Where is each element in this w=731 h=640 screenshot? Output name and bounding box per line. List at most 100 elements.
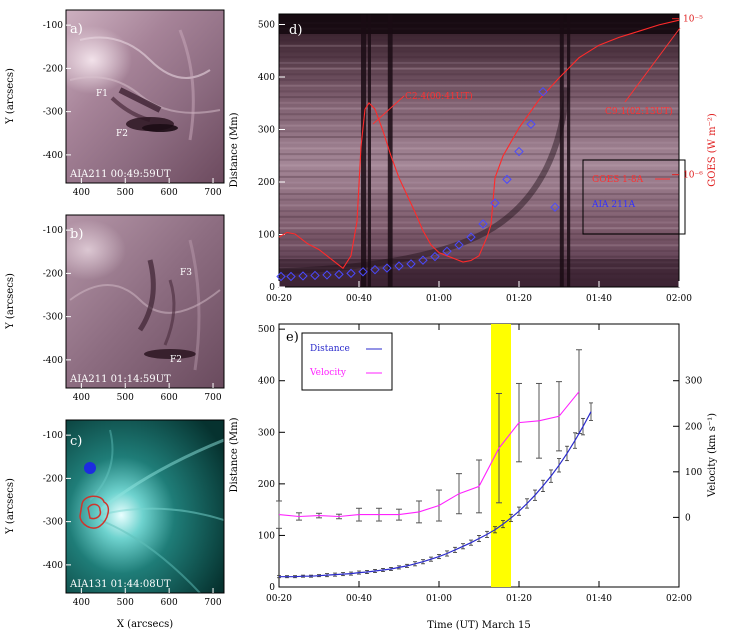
timeslice-streak bbox=[279, 215, 679, 218]
timeslice-streak bbox=[279, 198, 679, 201]
timeslice-streak bbox=[279, 255, 679, 258]
image-xtick-label: 400 bbox=[73, 393, 90, 403]
annotation-c91: C9.1(02:13UT) bbox=[605, 106, 673, 117]
panel-d-ytick-label: 300 bbox=[258, 126, 275, 136]
image-panel-axes: 400 500 600 700 -100 -200 -300 -400 400 500 600 700… bbox=[43, 21, 222, 608]
aia-diamond-marker bbox=[502, 174, 512, 185]
timeslice-streak bbox=[279, 33, 679, 36]
panel-e-xtick-label: 01:00 bbox=[426, 594, 452, 604]
panel-b-tag: b) bbox=[70, 227, 83, 242]
timeslice-streak bbox=[279, 175, 679, 178]
image-xtick-label: 700 bbox=[204, 598, 221, 608]
panel-d-xtick-label: 00:40 bbox=[346, 294, 372, 304]
timeslice-streak bbox=[279, 79, 679, 81]
aia-diamond-marker bbox=[286, 271, 296, 282]
panel-e-y2tick-label: 300 bbox=[685, 377, 702, 387]
panel-e-legend-box bbox=[301, 332, 393, 391]
timeslice-data-gap bbox=[567, 14, 571, 287]
timeslice-data-gap bbox=[367, 14, 371, 287]
panel-e-xlabel: Time (UT) March 15 bbox=[427, 620, 530, 631]
panel-d-ytick-label: 100 bbox=[258, 231, 275, 241]
image-ytick-label: -400 bbox=[43, 356, 63, 366]
aia-diamond-marker bbox=[358, 267, 368, 277]
panel-d-xtick-label: 01:40 bbox=[586, 294, 612, 304]
panel-c-image bbox=[66, 420, 224, 593]
panel-e-xtick-label: 00:20 bbox=[266, 594, 292, 604]
image-ytick-label: -200 bbox=[43, 269, 63, 279]
panel-d-y2tick-label: 10⁻⁵ bbox=[683, 15, 703, 25]
panel-d-ytick-label: 200 bbox=[258, 178, 275, 188]
panel-d-xtick-label: 01:20 bbox=[506, 294, 532, 304]
panel-b-feature-f2: F2 bbox=[170, 355, 182, 365]
panel-d-frame bbox=[278, 13, 680, 288]
timeslice-streak bbox=[279, 44, 679, 47]
image-xtick-label: 700 bbox=[204, 393, 221, 403]
timeslice-streak bbox=[279, 210, 679, 213]
aia-diamond-marker bbox=[490, 198, 500, 208]
panel-c-ylabel: Y (arcsecs) bbox=[5, 478, 16, 535]
aia-diamond-marker bbox=[430, 251, 440, 262]
image-xtick-label: 400 bbox=[73, 598, 90, 608]
panel-b-texture bbox=[66, 220, 221, 371]
panel-c-red-contour-inner bbox=[87, 503, 102, 520]
panel-d-y2tick-label: 10⁻⁶ bbox=[683, 171, 703, 181]
legend-velocity-label: Velocity bbox=[309, 368, 347, 378]
panel-b-ylabel: Y (arcsecs) bbox=[5, 273, 16, 330]
panel-e-marks: 00:20 00:40 01:00 01:20 01:40 02:00 0 100 200 300… bbox=[258, 324, 702, 604]
panel-d-texture bbox=[278, 14, 679, 287]
aia-diamond-marker bbox=[382, 263, 392, 273]
aia-diamond-marker bbox=[394, 261, 404, 271]
aia-diamond-marker bbox=[454, 240, 464, 250]
panel-e-ytick-label: 200 bbox=[258, 480, 275, 490]
timeslice-streak bbox=[279, 170, 679, 173]
panel-e-ytick-label: 400 bbox=[258, 377, 275, 387]
timeslice-top-dark bbox=[279, 14, 679, 34]
timeslice-streak bbox=[279, 73, 679, 76]
image-ytick-label: -300 bbox=[43, 518, 63, 528]
aia-diamond-marker bbox=[538, 86, 548, 97]
timeslice-streak bbox=[279, 56, 679, 59]
image-xtick-label: 600 bbox=[161, 188, 178, 198]
image-ytick-label: -100 bbox=[43, 431, 63, 441]
aia-diamond-marker bbox=[298, 271, 308, 281]
image-xtick-label: 500 bbox=[117, 188, 134, 198]
panel-b-caption: AIA211 01:14:59UT bbox=[69, 374, 171, 385]
image-xtick-label: 700 bbox=[204, 188, 221, 198]
panel-a: a) F1 F2 AIA211 00:49:59UT bbox=[65, 9, 225, 184]
panel-c: c) AIA131 01:44:08UT bbox=[65, 419, 225, 594]
panel-d-ytick-label: 400 bbox=[258, 73, 275, 83]
aia-diamond-marker bbox=[550, 202, 560, 212]
panel-d-y2label: GOES (W m⁻²) bbox=[707, 113, 718, 187]
timeslice-streak bbox=[279, 250, 679, 252]
panel-e-ytick-label: 0 bbox=[269, 583, 275, 593]
panel-a-feature-f1: F1 bbox=[96, 89, 108, 99]
panel-d-xtick-label: 02:00 bbox=[666, 294, 692, 304]
image-xtick-label: 600 bbox=[161, 598, 178, 608]
panel-e-ylabel: Distance (Mm) bbox=[229, 417, 240, 492]
panel-a-tag: a) bbox=[70, 22, 83, 37]
aia-diamond-marker bbox=[418, 255, 428, 265]
highlight-band bbox=[491, 324, 511, 587]
aia-diamond-marker bbox=[442, 246, 452, 257]
timeslice-front-track bbox=[278, 87, 570, 275]
timeslice-streak bbox=[279, 147, 679, 150]
panel-e-tag: e) bbox=[286, 330, 299, 345]
panel-a-feature-f2: F2 bbox=[116, 129, 128, 139]
timeslice-streak bbox=[279, 158, 679, 161]
timeslice-streak bbox=[279, 39, 679, 42]
panel-c-tag: c) bbox=[70, 434, 82, 449]
goes-curve bbox=[278, 19, 680, 270]
panel-e-ytick-label: 500 bbox=[258, 325, 275, 335]
timeslice-streak bbox=[279, 204, 679, 207]
timeslice-streak bbox=[279, 90, 679, 93]
panel-d-legend-box bbox=[582, 159, 686, 235]
aia-diamond-marker bbox=[310, 270, 320, 281]
timeslice-data-gap bbox=[361, 14, 367, 287]
timeslice-streak bbox=[279, 101, 679, 104]
timeslice-streak bbox=[279, 141, 679, 144]
timeslice-streak bbox=[279, 232, 679, 235]
panel-d bbox=[278, 13, 680, 288]
annotation-c91-arrow bbox=[624, 27, 681, 103]
panel-e-y2tick-label: 0 bbox=[685, 513, 691, 523]
